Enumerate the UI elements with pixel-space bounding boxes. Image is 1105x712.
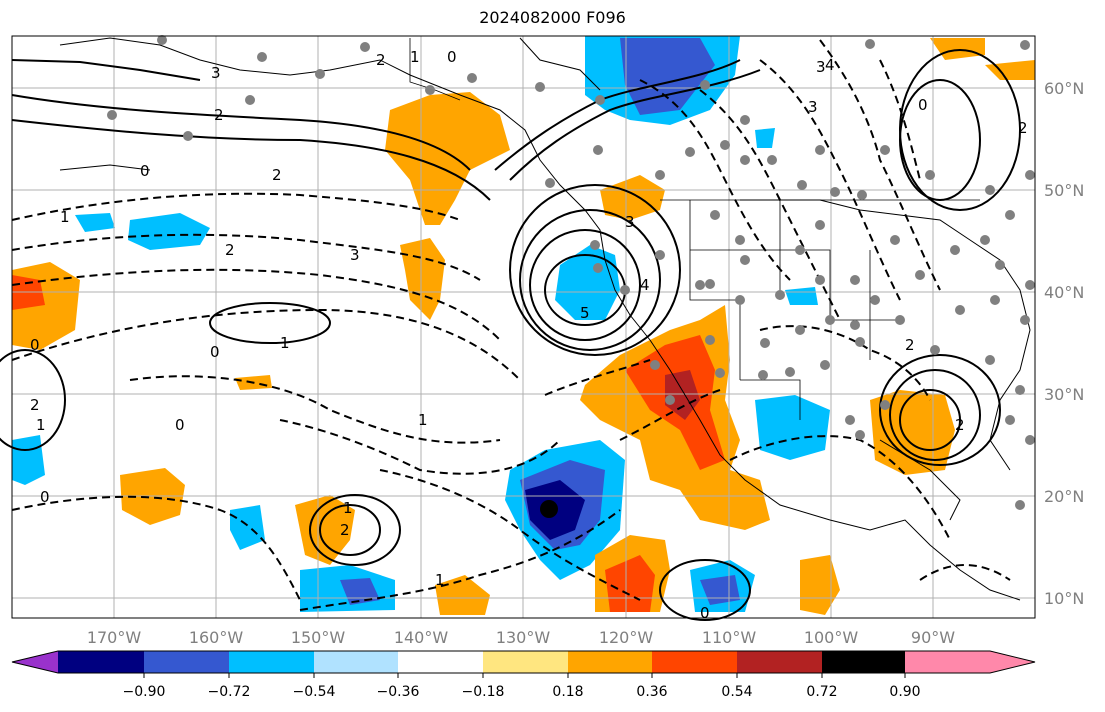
dashed-contours <box>11 39 1011 611</box>
colorbar-tick: 0.36 <box>636 684 667 700</box>
lon-label: 170°W <box>87 628 142 647</box>
lon-label: 130°W <box>496 628 551 647</box>
lat-label: 60°N <box>1044 79 1084 98</box>
map-title: 2024082000 F096 <box>479 8 626 27</box>
colorbar-tick: 0.72 <box>806 684 837 700</box>
colorbar-extend-low <box>12 651 58 673</box>
contour-label: 1 <box>60 208 70 226</box>
lon-label: 160°W <box>189 628 244 647</box>
contour-label: 2 <box>225 241 235 259</box>
lat-label: 30°N <box>1044 385 1084 404</box>
positive-anomaly-gulf <box>870 390 955 475</box>
colorbar-swatch <box>144 651 229 673</box>
contour-label: 2 <box>905 336 915 354</box>
colorbar-swatch <box>229 651 314 673</box>
lat-label: 50°N <box>1044 181 1084 200</box>
colorbar-tick: −0.54 <box>293 684 336 700</box>
lat-label: 20°N <box>1044 487 1084 506</box>
longitude-labels: 170°W 160°W 150°W 140°W 130°W 120°W 110°… <box>87 628 955 647</box>
contour-label: 0 <box>210 343 220 361</box>
contour-label: 3 <box>211 64 221 82</box>
political-borders <box>409 38 980 420</box>
contour-label: 2 <box>214 106 224 124</box>
contour-label: 2 <box>272 166 282 184</box>
lon-label: 120°W <box>599 628 654 647</box>
contour-label: 0 <box>140 162 150 180</box>
colorbar-tick: 0.54 <box>721 684 752 700</box>
contour-label: 4 <box>640 276 650 294</box>
colorbar-swatch <box>737 651 822 673</box>
colorbar-swatch <box>483 651 568 673</box>
contour-label: 3 <box>816 58 826 76</box>
lon-label: 140°W <box>394 628 449 647</box>
contour-label: 0 <box>40 488 50 506</box>
lon-label: 110°W <box>702 628 757 647</box>
contour-label: 1 <box>410 48 420 66</box>
lat-label: 40°N <box>1044 283 1084 302</box>
lon-label: 100°W <box>804 628 859 647</box>
colorbar-swatch <box>314 651 398 673</box>
lon-label: 150°W <box>291 628 346 647</box>
contour-label: 0 <box>700 604 710 622</box>
contour-label: 0 <box>30 336 40 354</box>
colorbar-tick: −0.72 <box>208 684 251 700</box>
contour-label: 3 <box>808 98 818 116</box>
lat-label: 10°N <box>1044 589 1084 608</box>
colorbar-tick: 0.90 <box>889 684 920 700</box>
contour-label: 3 <box>350 246 360 264</box>
contour-label: 1 <box>280 334 290 352</box>
colorbar-swatch <box>568 651 652 673</box>
gridlines <box>12 36 1035 618</box>
lon-label: 90°W <box>911 628 955 647</box>
colorbar-tick: −0.18 <box>462 684 505 700</box>
colorbar-swatch <box>58 651 144 673</box>
contour-label: 2 <box>30 396 40 414</box>
storm-center-marker <box>540 500 558 518</box>
negative-anomaly-california <box>555 245 620 320</box>
shaded-regions <box>12 36 1035 615</box>
station-markers <box>107 35 1035 510</box>
contour-label: 1 <box>435 571 445 589</box>
contour-label: 3 <box>625 213 635 231</box>
contour-label: 2 <box>376 51 386 69</box>
contour-label: 0 <box>175 416 185 434</box>
colorbar-swatch <box>398 651 483 673</box>
contour-label: 5 <box>580 304 590 322</box>
map-frame <box>11 35 1036 619</box>
positive-anomaly-pacific-nw <box>400 238 445 320</box>
contour-label: 1 <box>343 499 353 517</box>
contour-label: 4 <box>825 56 835 74</box>
colorbar-swatch <box>822 651 905 673</box>
colorbar-extend-high <box>905 651 1035 673</box>
colorbar-tick: −0.90 <box>123 684 166 700</box>
colorbar-tick: −0.36 <box>377 684 420 700</box>
contour-label: 1 <box>418 411 428 429</box>
latitude-labels: 60°N 50°N 40°N 30°N 20°N 10°N <box>1044 79 1084 608</box>
colorbar-swatch <box>652 651 737 673</box>
contour-high-pacific <box>209 302 331 344</box>
contour-label: 2 <box>955 416 965 434</box>
contour-labels: 3 2 0 1 0 2 3 5 4 3 0 1 2 1 2 0 1 2 1 0 … <box>30 48 1028 622</box>
contour-label: 0 <box>918 96 928 114</box>
colorbar: −0.90 −0.72 −0.54 −0.36 −0.18 0.18 0.36 … <box>11 650 1036 700</box>
positive-anomaly-seattle <box>600 175 665 220</box>
colorbar-tick: 0.18 <box>552 684 583 700</box>
positive-anomaly-hawaii <box>295 495 355 565</box>
contour-label: 1 <box>36 416 46 434</box>
contour-label: 2 <box>1018 119 1028 137</box>
contour-label: 2 <box>340 521 350 539</box>
contour-label: 0 <box>447 48 457 66</box>
positive-anomaly-gulf-alaska <box>385 92 510 225</box>
